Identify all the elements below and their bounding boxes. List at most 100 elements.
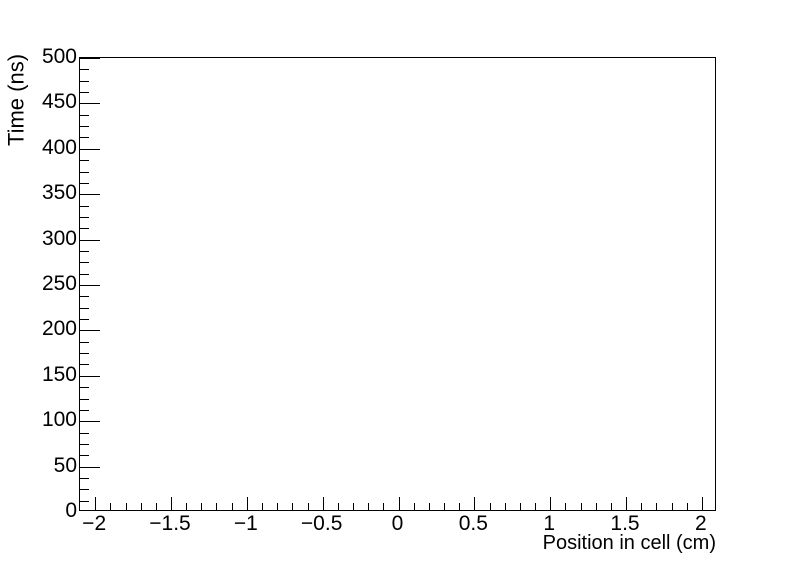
y-minor-tick — [80, 183, 89, 184]
y-minor-tick — [80, 115, 89, 116]
y-minor-tick — [80, 364, 89, 365]
x-major-tick — [626, 497, 627, 510]
x-minor-tick — [110, 503, 111, 510]
y-major-tick — [80, 240, 100, 241]
x-minor-tick — [308, 503, 309, 510]
x-tick-label: −1.5 — [149, 512, 191, 535]
y-minor-tick — [80, 81, 89, 82]
y-minor-tick — [80, 160, 89, 161]
x-tick-label: −1 — [233, 512, 258, 535]
y-minor-tick — [80, 251, 89, 252]
x-major-tick — [399, 497, 400, 510]
x-minor-tick — [414, 503, 415, 510]
x-major-tick — [247, 497, 248, 510]
y-minor-tick — [80, 433, 89, 434]
y-tick-label: 100 — [41, 408, 77, 432]
x-major-tick — [474, 497, 475, 510]
x-minor-tick — [672, 503, 673, 510]
x-minor-tick — [338, 503, 339, 510]
y-minor-tick — [80, 228, 89, 229]
y-major-tick — [80, 330, 100, 331]
x-minor-tick — [596, 503, 597, 510]
y-tick-label: 400 — [41, 135, 77, 159]
x-minor-tick — [581, 503, 582, 510]
y-major-tick — [80, 194, 100, 195]
x-major-tick — [702, 497, 703, 510]
y-minor-tick — [80, 444, 89, 445]
y-tick-label: 200 — [41, 317, 77, 341]
y-minor-tick — [80, 353, 89, 354]
x-minor-tick — [383, 503, 384, 510]
y-minor-tick — [80, 206, 89, 207]
x-minor-tick — [565, 503, 566, 510]
x-major-tick — [171, 497, 172, 510]
x-major-tick — [95, 497, 96, 510]
x-tick-label: 1 — [543, 512, 555, 535]
x-tick-label: 1.5 — [610, 512, 640, 535]
x-minor-tick — [611, 503, 612, 510]
y-minor-tick — [80, 92, 89, 93]
x-tick-label: −2 — [82, 512, 107, 535]
y-minor-tick — [80, 410, 89, 411]
x-minor-tick — [232, 503, 233, 510]
x-major-tick — [550, 497, 551, 510]
y-tick-label: 0 — [65, 499, 77, 522]
x-minor-tick — [429, 503, 430, 510]
y-minor-tick — [80, 319, 89, 320]
x-tick-label: 0.5 — [458, 512, 488, 535]
x-minor-tick — [490, 503, 491, 510]
y-minor-tick — [80, 262, 89, 263]
y-minor-tick — [80, 399, 89, 400]
y-minor-tick — [80, 69, 89, 70]
x-tick-label: 2 — [694, 512, 707, 535]
y-minor-tick — [80, 387, 89, 388]
x-minor-tick — [292, 503, 293, 510]
y-minor-tick — [80, 478, 89, 479]
x-minor-tick — [459, 503, 460, 510]
y-tick-label: 350 — [41, 181, 77, 205]
x-tick-label: −0.5 — [300, 512, 343, 535]
x-tick-label: 0 — [391, 512, 404, 535]
y-minor-tick — [80, 274, 89, 275]
y-major-tick — [80, 285, 100, 286]
x-minor-tick — [656, 503, 657, 510]
y-major-tick — [80, 58, 100, 59]
y-major-tick — [80, 421, 100, 422]
y-major-tick — [80, 149, 100, 150]
y-minor-tick — [80, 137, 89, 138]
y-major-tick — [80, 467, 100, 468]
x-minor-tick — [368, 503, 369, 510]
y-minor-tick — [80, 217, 89, 218]
x-minor-tick — [353, 503, 354, 510]
x-minor-tick — [141, 503, 142, 510]
y-tick-label: 150 — [41, 362, 77, 386]
y-minor-tick — [80, 455, 89, 456]
x-minor-tick — [520, 503, 521, 510]
y-axis-title: Time (ns) — [3, 53, 29, 147]
y-minor-tick — [80, 126, 89, 127]
y-minor-tick — [80, 296, 89, 297]
x-minor-tick — [687, 503, 688, 510]
y-major-tick — [80, 103, 100, 104]
x-axis-title: Position in cell (cm) — [542, 532, 716, 554]
x-minor-tick — [535, 503, 536, 510]
y-tick-label: 250 — [41, 272, 77, 295]
y-minor-tick — [80, 172, 89, 173]
y-minor-tick — [80, 308, 89, 309]
x-minor-tick — [444, 503, 445, 510]
x-minor-tick — [641, 503, 642, 510]
x-minor-tick — [505, 503, 506, 510]
y-minor-tick — [80, 342, 89, 343]
x-minor-tick — [216, 503, 217, 510]
x-major-tick — [323, 497, 324, 510]
x-minor-tick — [262, 503, 263, 510]
x-minor-tick — [277, 503, 278, 510]
x-minor-tick — [126, 503, 127, 510]
y-tick-label: 500 — [41, 45, 77, 68]
y-tick-label: 300 — [41, 226, 77, 250]
y-tick-label: 50 — [53, 453, 77, 477]
y-major-tick — [80, 376, 100, 377]
x-minor-tick — [201, 503, 202, 510]
plot-frame — [79, 57, 716, 511]
